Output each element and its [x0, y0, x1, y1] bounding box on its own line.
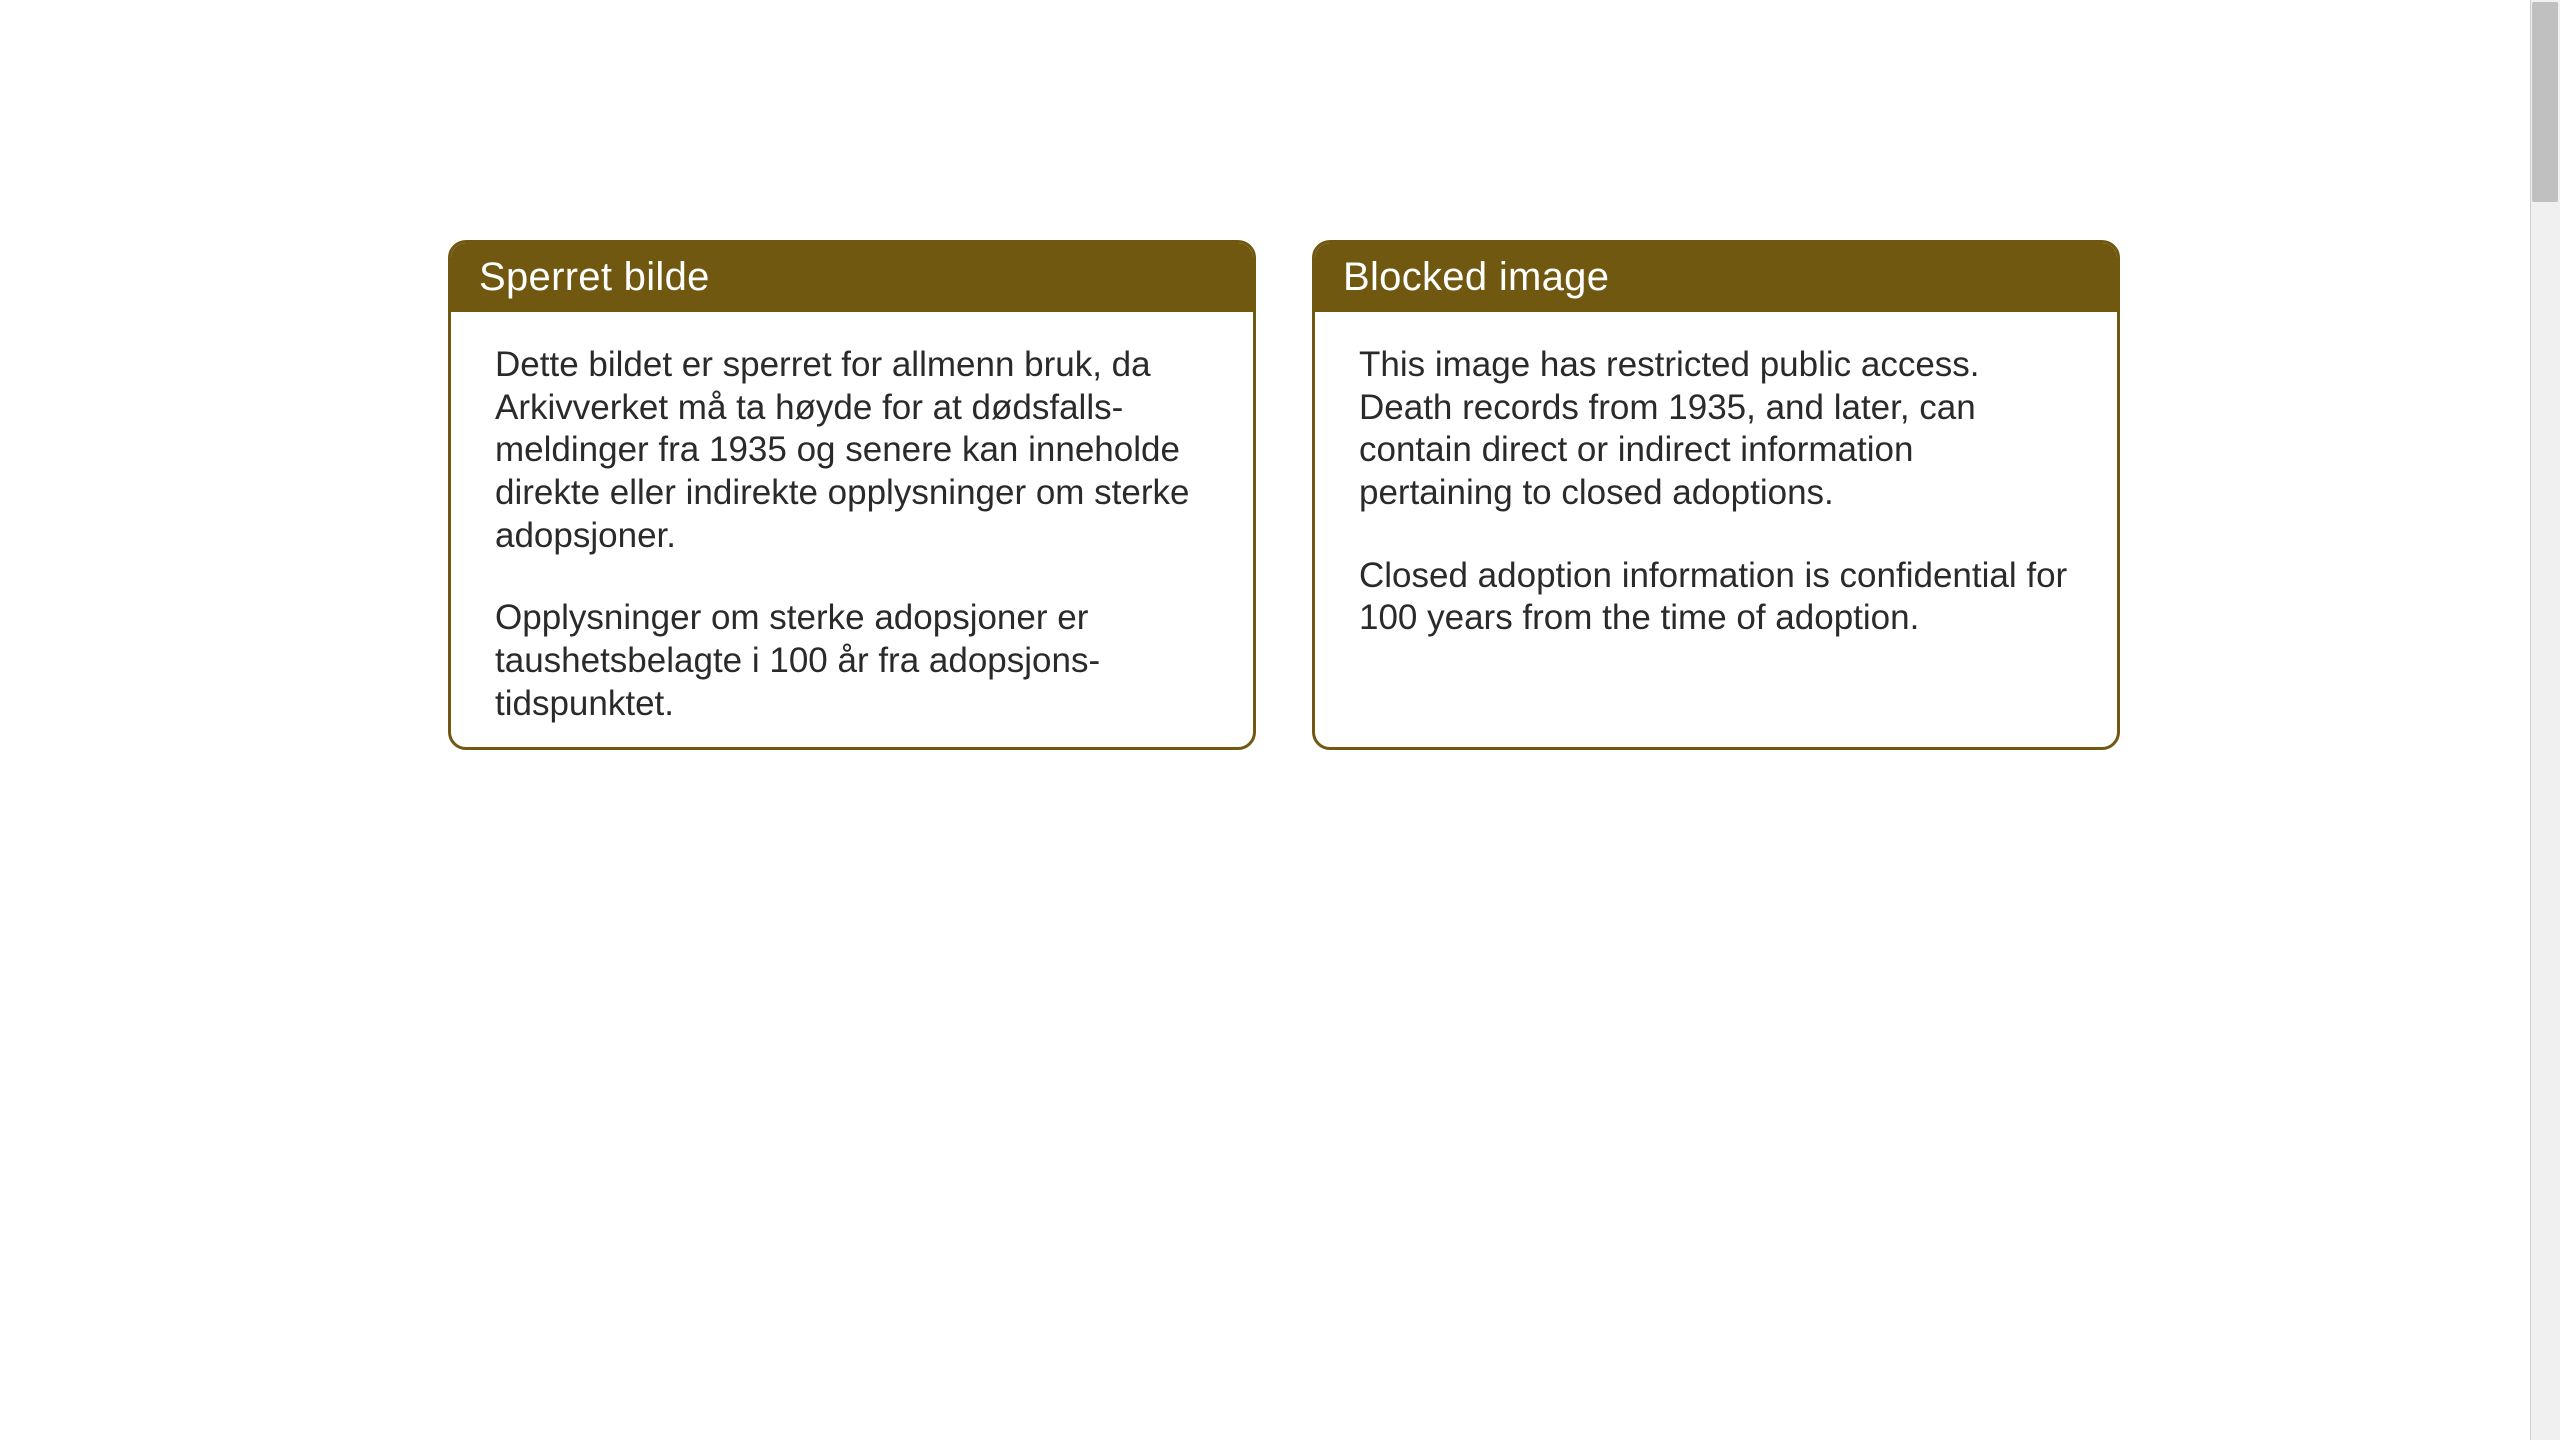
norwegian-paragraph-2: Opplysninger om sterke adopsjoner er tau… — [495, 597, 1209, 725]
norwegian-card-body: Dette bildet er sperret for allmenn bruk… — [451, 312, 1253, 750]
english-card-body: This image has restricted public access.… — [1315, 312, 2117, 672]
norwegian-card-title: Sperret bilde — [479, 255, 710, 299]
scrollbar-thumb[interactable] — [2532, 2, 2558, 202]
card-container: Sperret bilde Dette bildet er sperret fo… — [0, 0, 2560, 750]
vertical-scrollbar[interactable] — [2530, 0, 2560, 1440]
english-paragraph-1: This image has restricted public access.… — [1359, 344, 2073, 515]
norwegian-paragraph-1: Dette bildet er sperret for allmenn bruk… — [495, 344, 1209, 557]
english-card: Blocked image This image has restricted … — [1312, 240, 2120, 750]
norwegian-card: Sperret bilde Dette bildet er sperret fo… — [448, 240, 1256, 750]
english-card-header: Blocked image — [1315, 243, 2117, 312]
english-card-title: Blocked image — [1343, 255, 1609, 299]
english-paragraph-2: Closed adoption information is confident… — [1359, 555, 2073, 640]
norwegian-card-header: Sperret bilde — [451, 243, 1253, 312]
